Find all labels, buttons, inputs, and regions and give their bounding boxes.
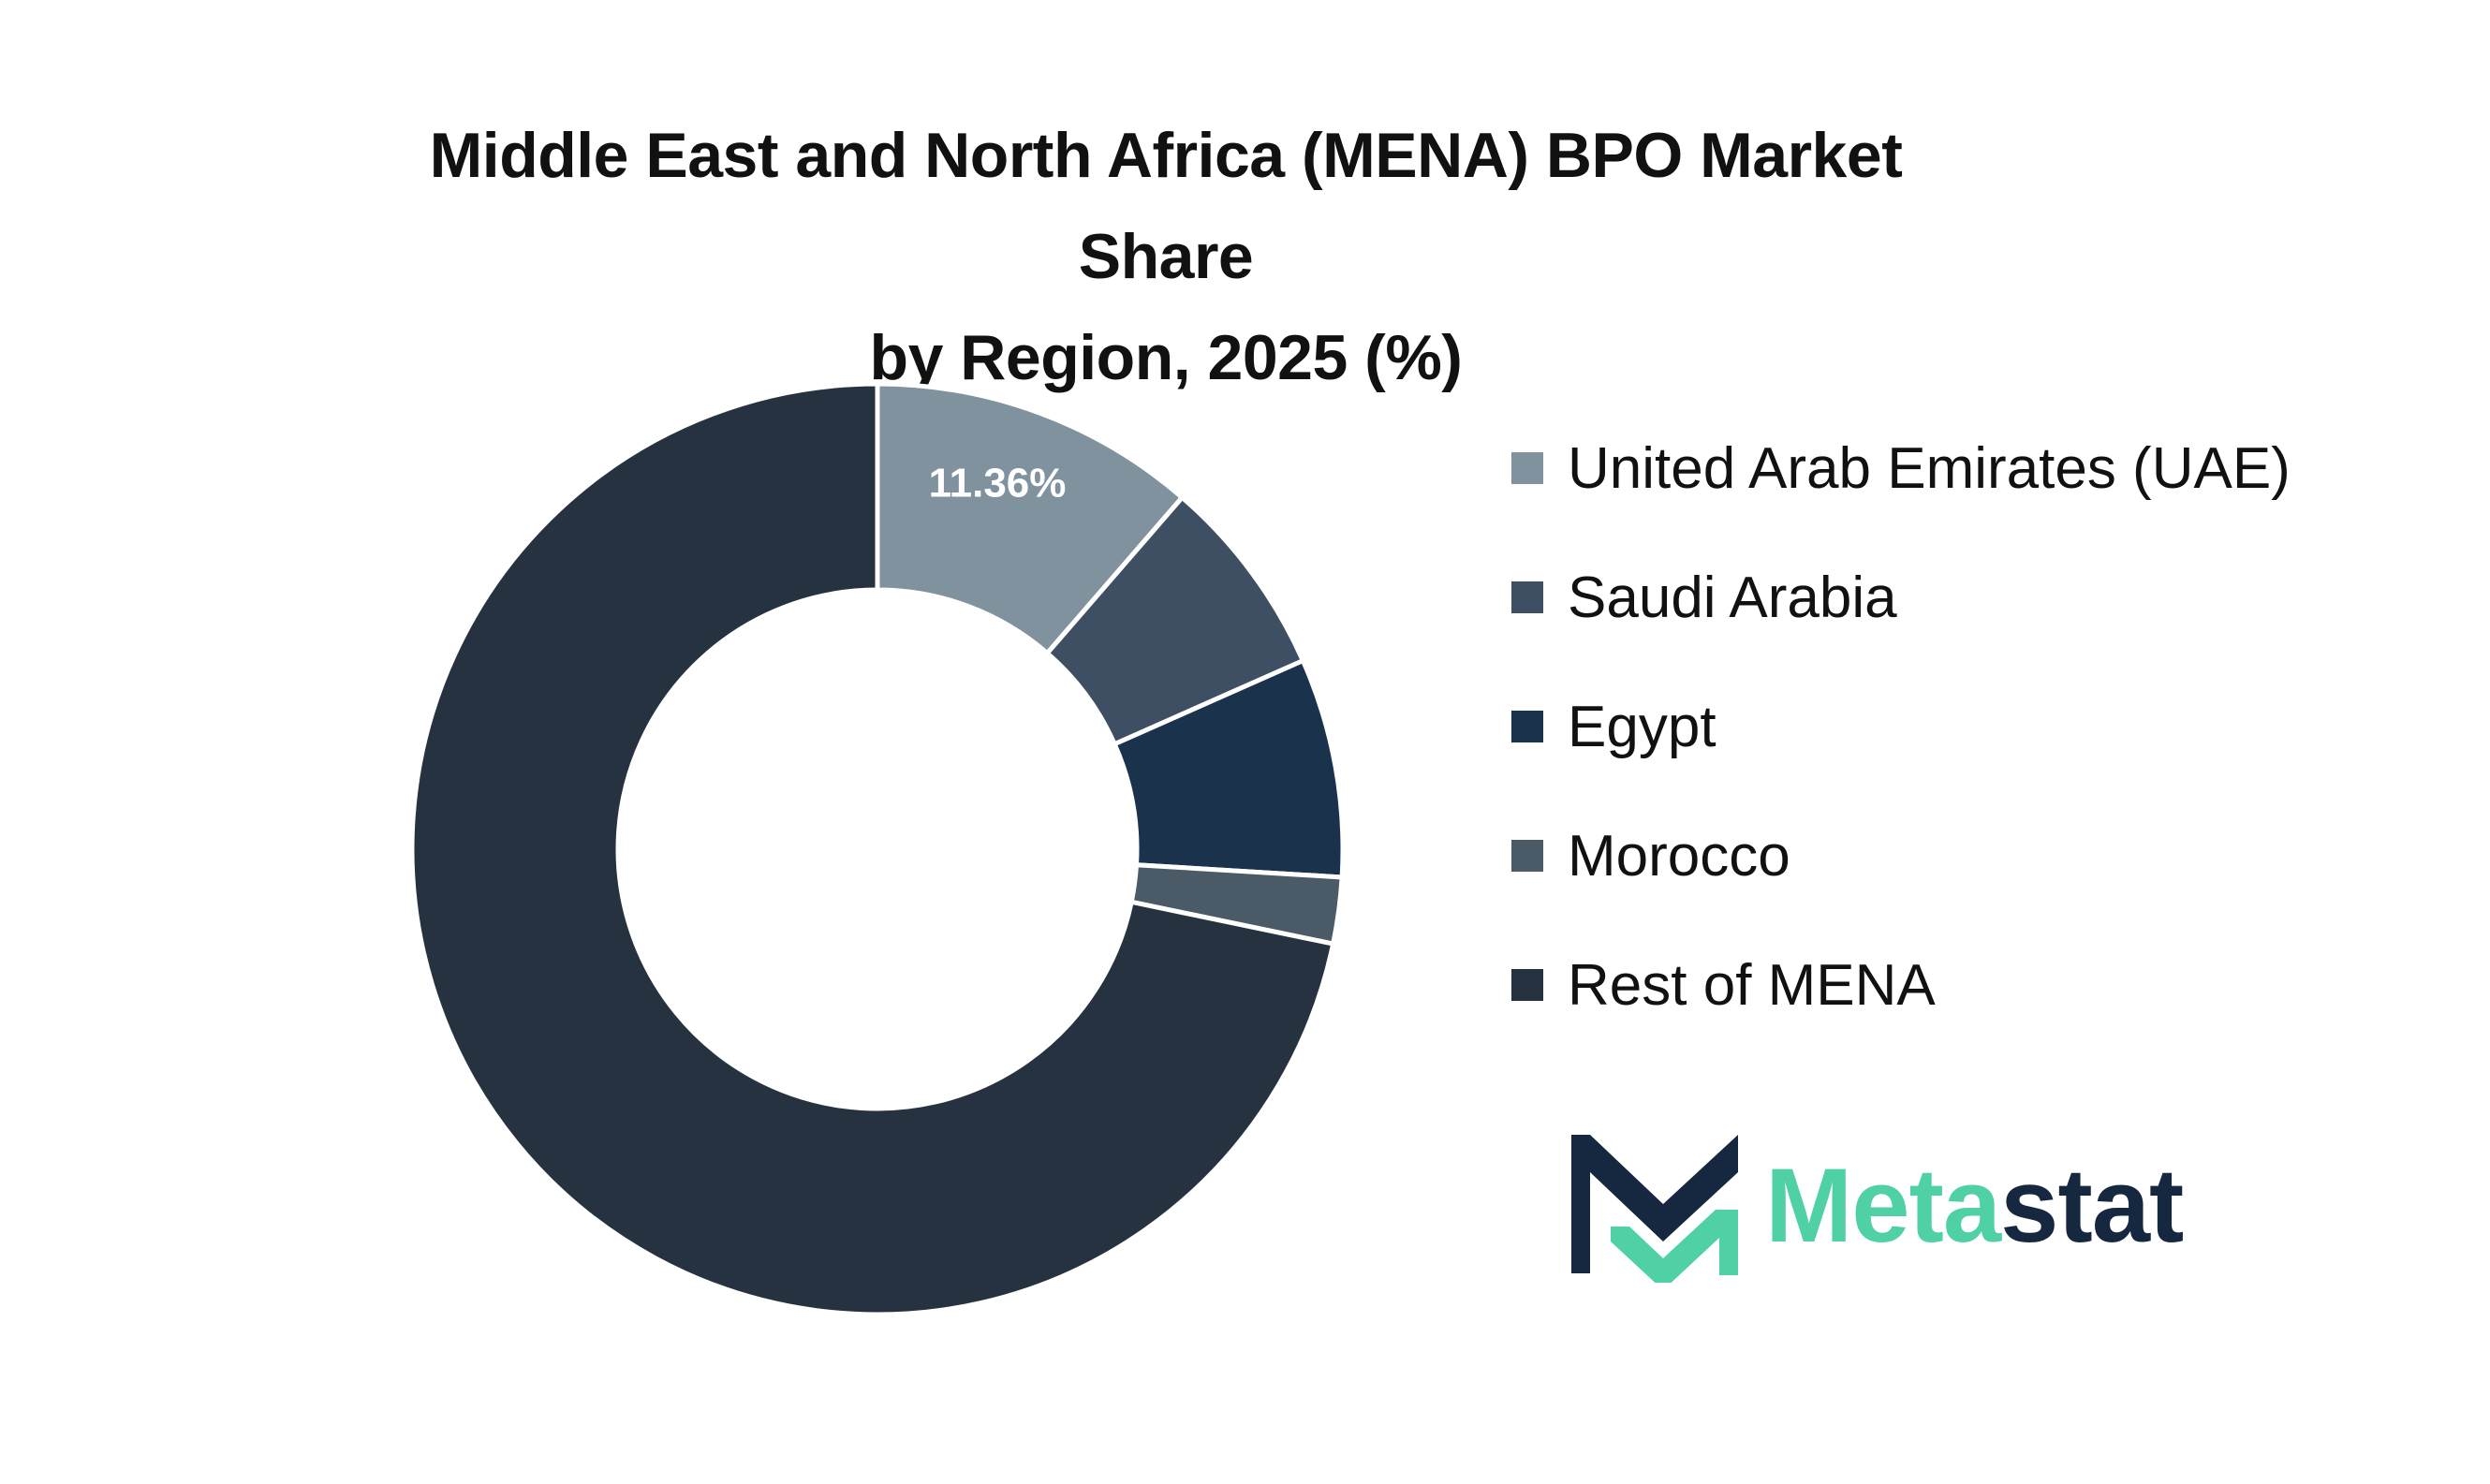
legend-item: Egypt (1511, 689, 2410, 764)
legend-item: Rest of MENA (1511, 948, 2410, 1022)
legend-label: United Arab Emirates (UAE) (1568, 435, 2291, 501)
legend-swatch (1511, 969, 1543, 1001)
legend-swatch (1511, 840, 1543, 872)
donut-slice-rest-of-mena (409, 381, 1336, 1317)
legend-swatch (1511, 452, 1543, 484)
metastat-logo: Metastat (1564, 1124, 2276, 1290)
chart-title-line2: by Region, 2025 (%) (869, 322, 1463, 393)
metastat-logo-text: Metastat (1765, 1147, 2184, 1264)
donut-slice-united-arab-emirates-uae (875, 381, 1186, 657)
data-label-0: 11.36% (929, 461, 1067, 507)
donut-chart: 11.36% (409, 381, 1343, 1317)
legend-item: Morocco (1511, 818, 2410, 893)
legend-label: Egypt (1568, 694, 1716, 759)
logo-text-part2: stat (2000, 1147, 2184, 1264)
metastat-logo-mark (1571, 1135, 1738, 1290)
legend-label: Rest of MENA (1568, 952, 1936, 1018)
legend-swatch (1511, 581, 1543, 613)
chart-title-line1: Middle East and North Africa (MENA) BPO … (429, 120, 1903, 292)
chart-title: Middle East and North Africa (MENA) BPO … (356, 105, 1976, 408)
legend-label: Saudi Arabia (1568, 565, 1897, 630)
logo-text-part1: Meta (1765, 1147, 2001, 1264)
legend-swatch (1511, 711, 1543, 742)
legend-item: United Arab Emirates (UAE) (1511, 431, 2410, 506)
legend-item: Saudi Arabia (1511, 560, 2410, 635)
legend-label: Morocco (1568, 823, 1790, 889)
